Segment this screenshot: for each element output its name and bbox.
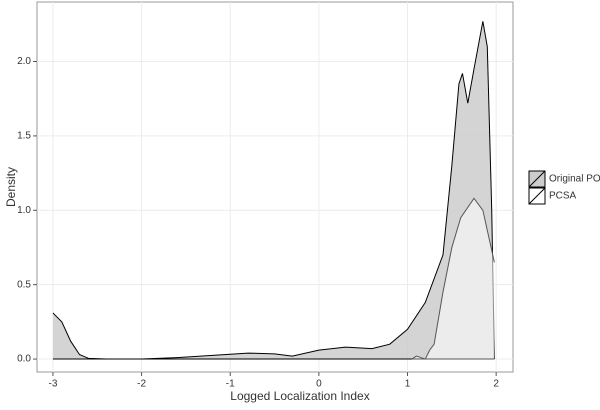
x-tick-label: -3 (49, 379, 58, 390)
y-tick-label: 1.5 (17, 131, 31, 142)
x-tick-label: 1 (405, 379, 411, 390)
y-tick-label: 2.0 (17, 56, 31, 67)
legend-swatch-line (528, 170, 546, 188)
x-tick-label: -2 (137, 379, 146, 390)
y-tick-label: 1.0 (17, 205, 31, 216)
y-tick-label: 0.0 (17, 354, 31, 365)
legend-label: Original POA (549, 174, 600, 185)
legend-swatch-line (528, 187, 546, 205)
density-line (411, 197, 495, 360)
x-tick-label: -1 (226, 379, 235, 390)
y-tick-label: 0.5 (17, 279, 31, 290)
legend-label: PCSA (549, 191, 577, 202)
area-fill (411, 198, 495, 360)
y-axis-label: Density (4, 167, 18, 207)
x-tick-label: 2 (493, 379, 499, 390)
x-tick-label: 0 (316, 379, 322, 390)
x-axis-label: Logged Localization Index (230, 389, 369, 403)
